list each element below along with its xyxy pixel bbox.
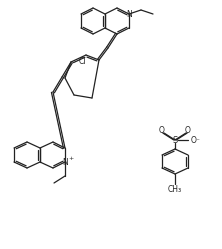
Text: N: N xyxy=(62,158,68,167)
Text: CH₃: CH₃ xyxy=(168,185,182,193)
Text: N: N xyxy=(126,9,132,18)
Text: +: + xyxy=(68,155,74,161)
Text: O: O xyxy=(185,125,191,134)
Text: O: O xyxy=(159,125,165,134)
Text: O⁻: O⁻ xyxy=(191,135,201,144)
Text: S: S xyxy=(172,135,178,144)
Text: Cl: Cl xyxy=(78,57,86,65)
